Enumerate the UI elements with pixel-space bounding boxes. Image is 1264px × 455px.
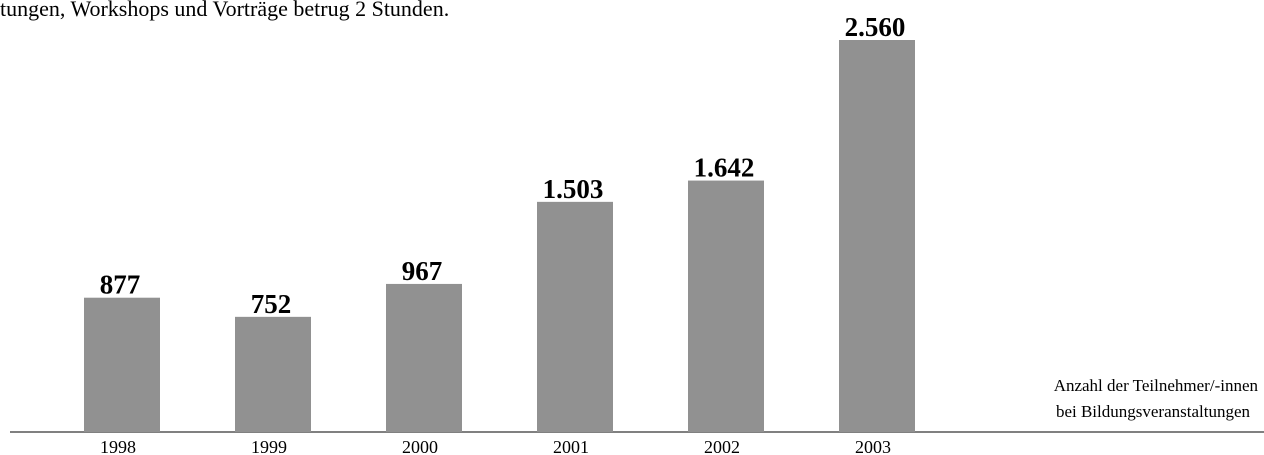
bar	[688, 180, 764, 432]
x-tick-label: 2001	[553, 437, 589, 455]
x-tick-label: 2002	[704, 437, 740, 455]
annotation: bei Bildungsveranstaltungen	[1056, 402, 1251, 421]
bar	[839, 40, 915, 432]
x-tick-label: 2000	[402, 437, 438, 455]
bar	[235, 316, 311, 432]
value-label: 877	[100, 270, 141, 300]
value-label: 752	[251, 289, 292, 319]
bar	[84, 297, 160, 432]
value-label: 1.642	[694, 153, 755, 183]
x-tick-label: 1998	[100, 437, 136, 455]
caption: tungen, Workshops und Vorträge betrug 2 …	[0, 0, 449, 21]
annotation: Anzahl der Teilnehmer/-innen	[1054, 376, 1259, 395]
value-label: 2.560	[845, 12, 906, 42]
x-tick-label: 1999	[251, 437, 287, 455]
value-label: 1.503	[543, 174, 604, 204]
bar	[537, 201, 613, 432]
x-tick-label: 2003	[855, 437, 891, 455]
value-label: 967	[402, 256, 443, 286]
bar	[386, 283, 462, 432]
